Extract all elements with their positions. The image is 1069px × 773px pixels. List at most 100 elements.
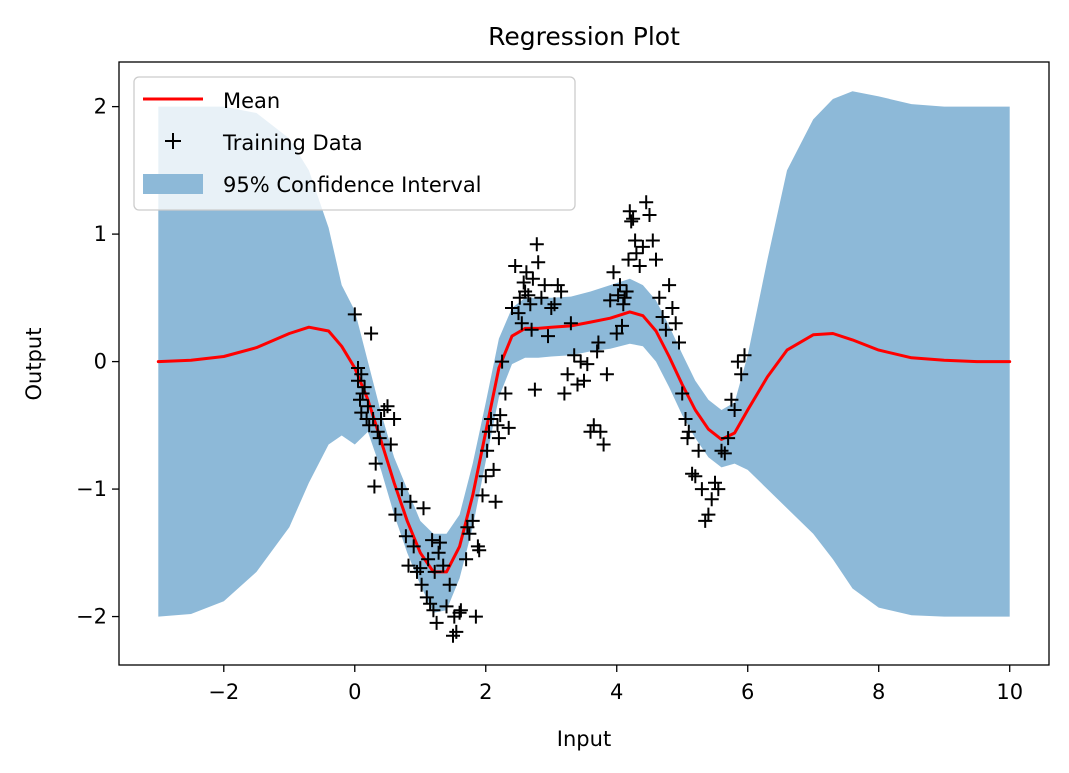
training-point [730,354,745,369]
training-point [519,265,534,280]
training-point [606,265,621,280]
training-point [580,357,595,372]
training-point [527,382,542,397]
training-points-layer [347,195,752,643]
training-point [632,259,647,273]
training-point [615,318,629,333]
training-point [603,293,618,308]
x-tick-label: 10 [996,680,1023,704]
training-point [521,288,536,303]
training-point [727,403,742,417]
training-point [645,233,660,248]
training-point [416,501,431,516]
training-point [577,373,591,388]
training-point [665,301,680,315]
training-point [480,443,495,458]
training-point [617,290,632,305]
training-point [380,399,395,414]
training-point [387,412,402,426]
y-axis-ticks: −2 −1 0 1 2 [76,95,119,629]
training-point [372,431,387,446]
training-point [472,543,487,558]
training-point [347,307,362,322]
training-point [403,494,418,509]
x-tick-label: 2 [479,680,492,704]
training-point [658,322,673,337]
training-point [678,412,693,426]
training-point [353,392,367,407]
training-point [462,526,477,541]
training-point [675,386,690,401]
training-point [635,239,650,254]
training-point [596,437,611,452]
y-tick-label: 0 [94,350,107,374]
legend-training-data-swatch [165,133,181,149]
training-point [370,424,385,439]
training-point [734,367,749,382]
training-point [398,529,413,544]
training-point [364,326,379,341]
training-point [491,431,506,446]
training-point [374,412,388,426]
training-point [655,310,670,324]
y-tick-label: −2 [76,605,107,629]
training-point [672,335,686,350]
training-point [704,492,719,507]
training-point [436,558,451,573]
training-point [431,545,446,560]
training-point [628,233,643,248]
training-point [622,204,637,219]
training-point [453,603,468,618]
training-point [701,507,716,522]
y-tick-label: −1 [76,477,107,501]
training-point [694,482,709,497]
training-point [624,214,639,229]
training-point [616,297,631,312]
training-point [599,367,614,382]
training-point [586,418,601,433]
y-axis-label: Output [22,328,46,401]
training-point [541,329,555,344]
training-point [681,424,696,439]
training-point [367,479,382,494]
training-point [423,596,438,611]
training-point [688,469,703,484]
training-point [523,297,538,312]
training-point [557,386,572,401]
y-tick-label: 2 [94,95,107,119]
plot-area [156,91,1012,643]
training-point [668,316,683,331]
training-point [567,348,582,363]
training-point [547,297,562,312]
training-point [419,590,434,605]
training-point [354,367,369,382]
training-point [619,284,634,299]
training-point [493,408,508,423]
training-point [413,561,428,576]
training-point [439,599,454,614]
training-point [737,348,752,363]
confidence-band [158,91,1010,617]
training-point [639,195,654,210]
training-point [708,475,722,490]
legend-box [133,76,576,211]
x-tick-label: 6 [741,680,754,704]
training-point [529,237,544,252]
mean-line [156,310,1012,574]
training-point [721,431,736,446]
x-tick-label: −2 [208,680,239,704]
training-point [360,399,375,414]
training-point [442,577,457,592]
training-point [626,211,641,226]
training-point [401,558,416,573]
plot-frame [118,61,1050,666]
training-point [563,316,578,331]
training-point [711,482,726,497]
legend-training-data-label: Training Data [222,131,363,155]
training-point [514,316,529,331]
training-point [685,466,700,481]
training-point [482,424,496,439]
training-point [383,437,398,452]
training-point [406,539,421,554]
legend-confidence-swatch [143,174,203,194]
